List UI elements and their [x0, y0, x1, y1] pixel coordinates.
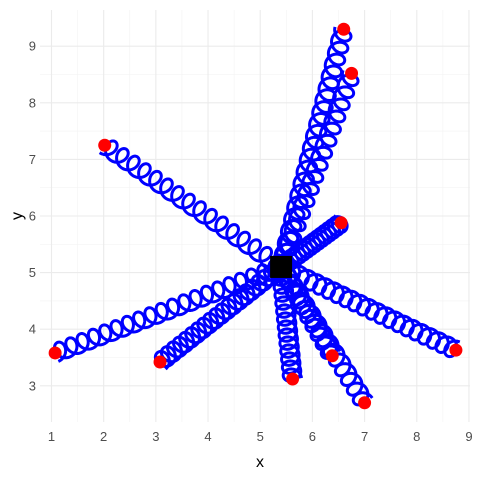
points	[48, 22, 463, 410]
endpoint-9	[358, 396, 372, 410]
spring-9	[274, 261, 374, 407]
endpoint-10	[449, 343, 463, 357]
endpoint-8	[325, 349, 339, 363]
y-tick-label: 6	[29, 209, 36, 224]
spring-5	[52, 258, 285, 363]
x-tick-label: 5	[257, 429, 264, 444]
endpoint-3	[98, 138, 112, 152]
grid	[40, 10, 470, 422]
spring-1	[270, 26, 353, 269]
endpoint-5	[48, 346, 62, 360]
x-tick-label: 9	[465, 429, 472, 444]
x-tick-label: 4	[204, 429, 211, 444]
y-axis-title: y	[9, 212, 26, 220]
endpoint-2	[345, 66, 359, 80]
x-axis-title: x	[256, 454, 264, 471]
spring-7	[271, 263, 304, 383]
y-tick-label: 8	[29, 95, 36, 110]
x-tick-label: 8	[413, 429, 420, 444]
center-marker	[270, 255, 293, 278]
x-tick-label: 3	[152, 429, 159, 444]
x-tick-label: 1	[48, 429, 55, 444]
endpoint-4	[334, 216, 348, 230]
spring-3	[98, 139, 285, 276]
endpoint-6	[153, 355, 167, 369]
center-marker-group	[270, 255, 293, 278]
y-tick-label: 9	[29, 39, 36, 54]
y-tick-label: 4	[29, 322, 36, 337]
spring-10	[277, 257, 461, 359]
x-tick-label: 2	[100, 429, 107, 444]
spring-6	[153, 259, 288, 371]
y-tick-label: 7	[29, 152, 36, 167]
endpoint-7	[286, 372, 300, 386]
tick-labels: 1 2 3 4 5 6 7 8 9 3 4 5 6 7 8 9	[29, 39, 473, 444]
springs	[52, 26, 461, 407]
y-tick-label: 3	[29, 378, 36, 393]
x-tick-label: 6	[309, 429, 316, 444]
x-tick-label: 7	[361, 429, 368, 444]
y-tick-label: 5	[29, 265, 36, 280]
endpoint-1	[337, 22, 351, 36]
spring-2	[271, 69, 360, 269]
